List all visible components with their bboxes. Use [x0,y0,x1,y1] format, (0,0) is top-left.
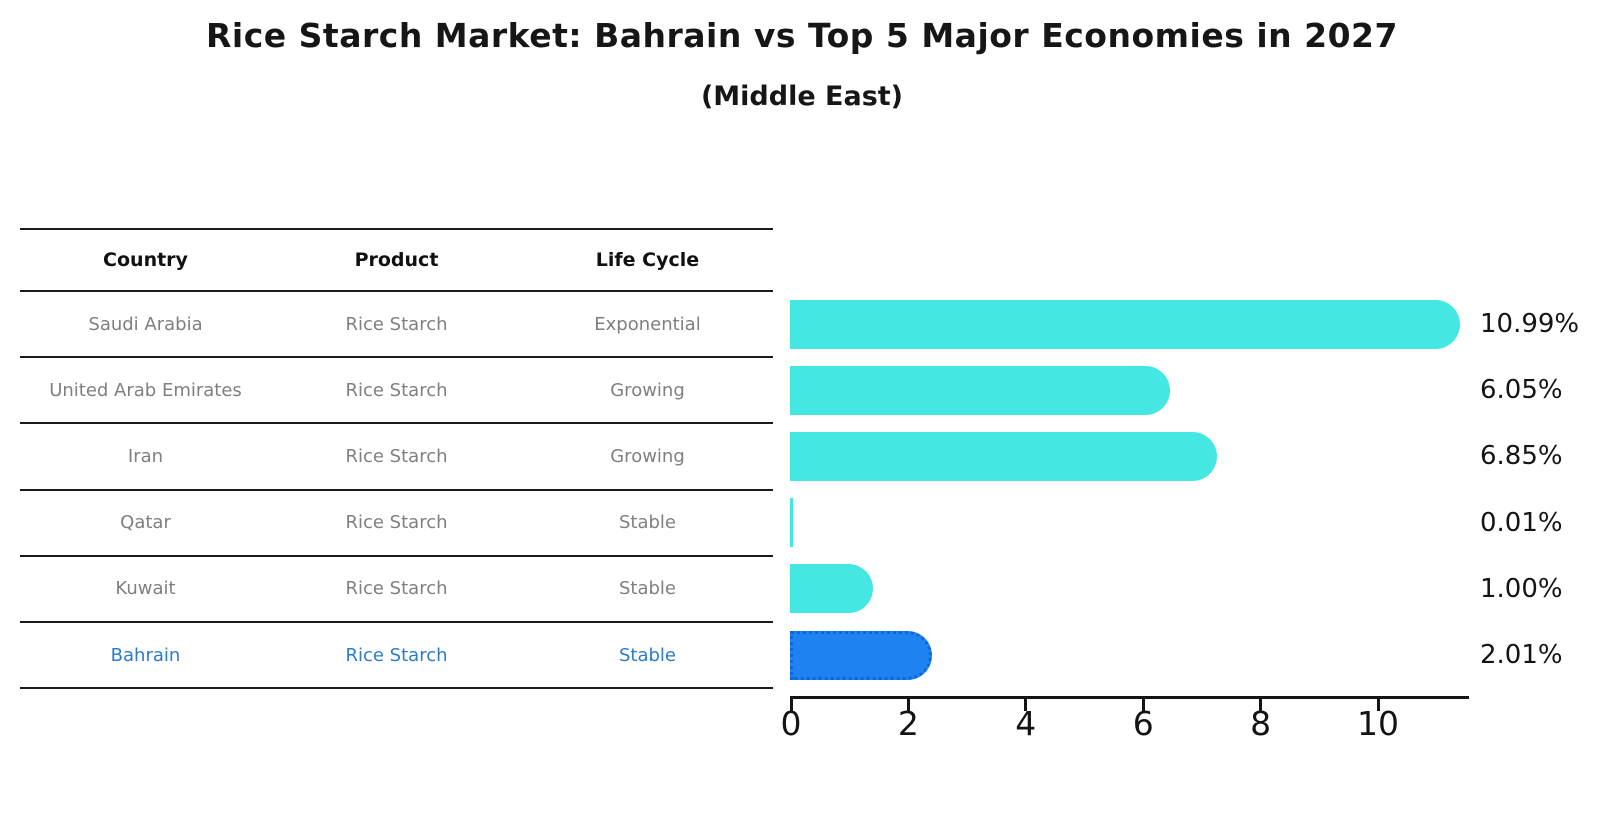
bar-saudi-arabia [790,299,1460,349]
cell-life_cycle: Growing [610,379,685,401]
cell-product: Rice Starch [345,578,448,600]
bar-united-arab-emirates [790,365,1170,415]
cell-life_cycle: Stable [618,578,676,600]
cell-country: Iran [127,445,164,467]
table-row-bahrain: Bahrain Rice Starch Stable [20,620,773,687]
x-tick-mark [1376,699,1380,711]
column-header-country: Country [103,249,188,271]
value-label: 10.99% [1480,309,1580,339]
x-tick-label: 6 [1132,704,1154,743]
cell-life_cycle: Stable [618,644,676,666]
cell-product: Rice Starch [345,445,448,467]
cell-product: Rice Starch [345,379,448,401]
cell-life_cycle: Growing [610,445,685,467]
x-tick-label: 0 [780,704,802,743]
x-tick-label: 10 [1357,704,1399,743]
data-table: Country Product Life Cycle Saudi Arabia Ric… [20,228,773,690]
cell-country: Saudi Arabia [88,313,203,335]
bar-bahrain [790,630,933,680]
bar-kuwait [790,564,874,614]
bar-qatar [790,498,793,548]
column-header-life-cycle: Life Cycle [595,249,700,271]
x-tick-label: 2 [897,704,919,743]
chart-subtitle: (Middle East) [700,81,904,112]
value-label: 2.01% [1480,640,1563,670]
cell-product: Rice Starch [345,644,448,666]
x-tick-mark [1259,699,1263,711]
column-header-product: Product [354,249,439,271]
table-row-iran: Iran Rice Starch Growing [20,422,773,488]
x-tick-label: 4 [1015,704,1037,743]
cell-country: Qatar [120,512,171,534]
table-header-row: Country Product Life Cycle [20,228,773,290]
bar-iran [790,431,1217,481]
cell-product: Rice Starch [345,512,448,534]
cell-country: Kuwait [115,578,176,600]
table-row-kuwait: Kuwait Rice Starch Stable [20,554,773,621]
table-row-united-arab-emirates: United Arab Emirates Rice Starch Growing [20,356,773,422]
table-row-qatar: Qatar Rice Starch Stable [20,488,773,555]
cell-life_cycle: Stable [618,512,676,534]
x-tick-mark [1024,699,1028,711]
table-row-saudi-arabia: Saudi Arabia Rice Starch Exponential [20,290,773,356]
table-body: Saudi Arabia Rice Starch Exponential United… [20,290,773,690]
chart-title: Rice Starch Market: Bahrain vs Top 5 Maj… [206,16,1398,55]
x-tick-mark [789,699,793,711]
cell-product: Rice Starch [345,313,448,335]
x-tick-mark [906,699,910,711]
x-tick-mark [1141,699,1145,711]
x-tick-label: 8 [1250,704,1272,743]
value-label: 0.01% [1480,507,1563,538]
x-axis-line [790,696,1469,699]
cell-country: Bahrain [110,644,181,666]
value-label: 6.85% [1480,441,1563,472]
value-label: 6.05% [1480,375,1563,406]
value-label: 1.00% [1480,573,1563,604]
cell-country: United Arab Emirates [49,379,242,401]
cell-life_cycle: Exponential [594,313,701,335]
